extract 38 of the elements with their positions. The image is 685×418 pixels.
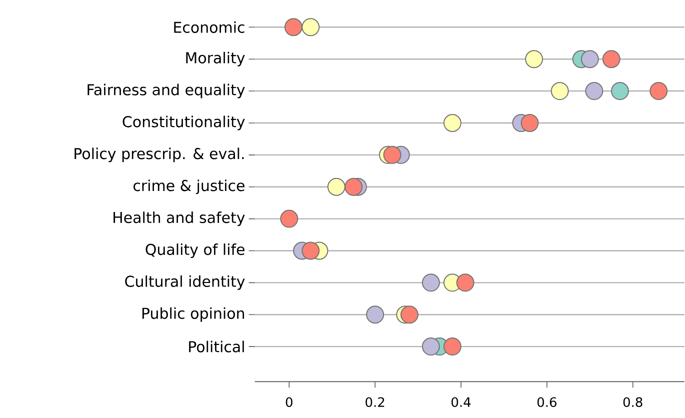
point xyxy=(456,274,474,292)
y-tick-label: Quality of life xyxy=(146,244,244,258)
point xyxy=(400,306,418,324)
point xyxy=(520,114,539,132)
x-tick-label: 0.6 xyxy=(537,397,556,408)
point xyxy=(610,82,629,100)
point xyxy=(602,50,620,68)
point xyxy=(383,146,402,164)
point xyxy=(580,50,599,68)
y-tick-label: Cultural identity xyxy=(125,276,245,290)
point xyxy=(585,82,604,100)
y-tick-label: Economic xyxy=(174,22,244,34)
point xyxy=(525,50,544,68)
y-tick-label: crime & justice xyxy=(134,180,244,194)
point xyxy=(344,178,363,196)
y-tick-label: Fairness and equality xyxy=(88,84,245,98)
x-tick-label: 0 xyxy=(286,397,292,408)
y-tick-label: Public opinion xyxy=(142,308,244,322)
y-tick-label: Health and safety xyxy=(114,212,245,226)
point xyxy=(302,18,320,36)
point xyxy=(280,210,298,228)
y-tick-label: Policy prescrip. & eval. xyxy=(74,148,244,162)
y-tick-label: Constitutionality xyxy=(122,116,245,130)
y-tick-label: Morality xyxy=(186,52,245,67)
point xyxy=(327,178,346,196)
y-tick-label: Political xyxy=(189,340,244,353)
point xyxy=(550,82,569,100)
x-tick-label: 0.4 xyxy=(452,397,471,408)
point xyxy=(302,242,320,260)
point xyxy=(443,114,462,132)
point xyxy=(422,274,440,292)
point xyxy=(422,338,440,356)
point xyxy=(650,82,668,100)
point xyxy=(443,338,462,356)
x-tick-label: 0.2 xyxy=(366,397,384,408)
x-tick-label: 0.8 xyxy=(623,397,642,408)
point xyxy=(284,18,302,36)
point xyxy=(366,306,384,324)
